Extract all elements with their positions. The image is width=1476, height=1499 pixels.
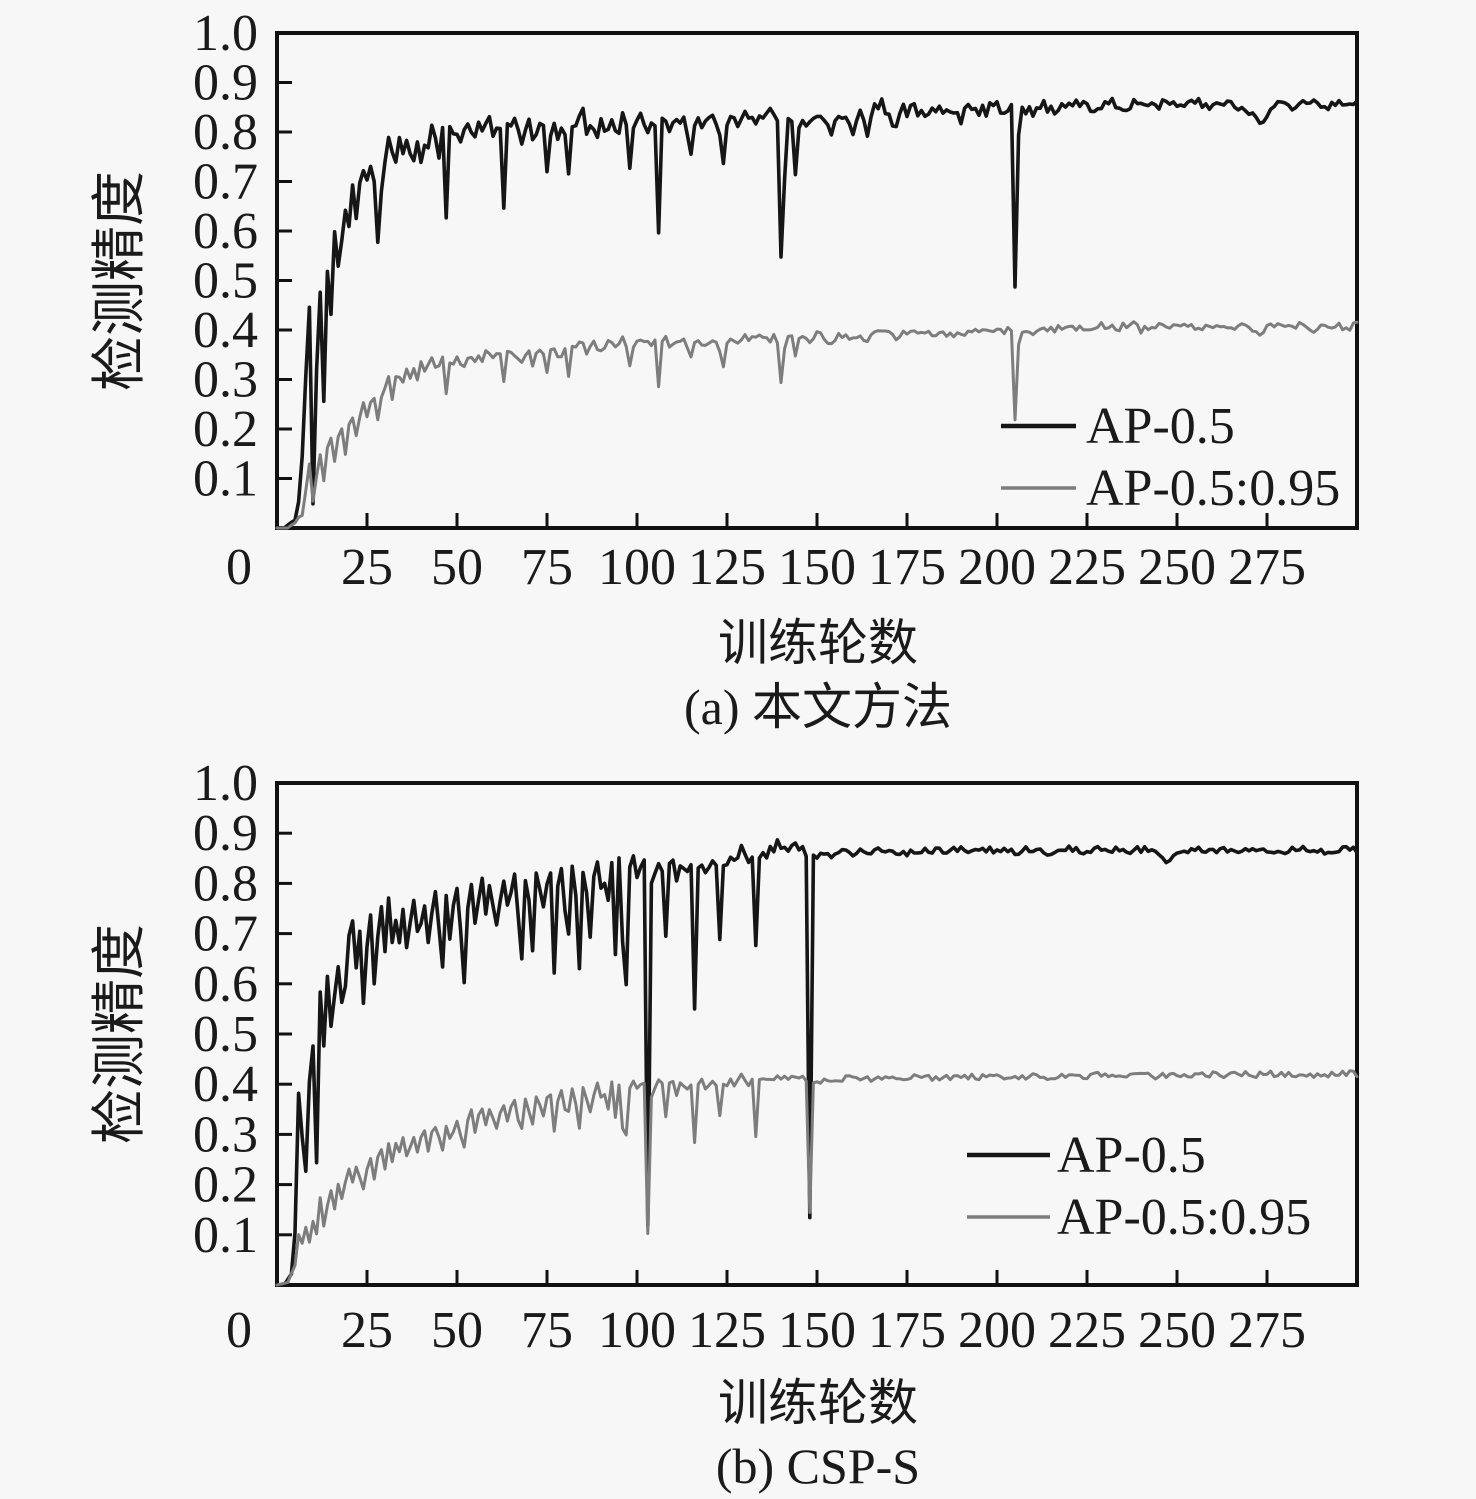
legend-label: AP-0.5 <box>1057 1127 1206 1184</box>
y-tick-label: 0.2 <box>193 1157 258 1214</box>
y-tick-label: 0.9 <box>193 55 258 112</box>
y-tick-label: 0.4 <box>193 1056 258 1113</box>
x-axis-title: 训练轮数 <box>718 1375 918 1431</box>
y-tick-label: 0.5 <box>193 1006 258 1063</box>
y-tick-label: 0.3 <box>193 352 258 409</box>
series-line-ap-0-5 <box>275 96 1359 530</box>
x-tick-label: 275 <box>1228 1302 1306 1359</box>
x-axis-title: 训练轮数 <box>718 615 918 671</box>
legend-label: AP-0.5:0.95 <box>1086 460 1340 517</box>
x-tick-label: 0 <box>226 1302 252 1359</box>
x-tick-label: 200 <box>958 1302 1036 1359</box>
y-tick-label: 0.7 <box>193 154 258 211</box>
x-tick-label: 200 <box>958 539 1036 596</box>
series-line-ap-0-5-0-95 <box>275 320 1359 530</box>
y-tick-label: 0.6 <box>193 956 258 1013</box>
y-tick-label: 0.8 <box>193 104 258 161</box>
y-tick-label: 0.5 <box>193 253 258 310</box>
x-tick-label: 75 <box>521 539 573 596</box>
y-tick-label: 0.2 <box>193 401 258 458</box>
x-tick-label: 250 <box>1138 1302 1216 1359</box>
series-line-ap-0-5 <box>275 837 1359 1287</box>
x-tick-label: 225 <box>1048 1302 1126 1359</box>
y-tick-label: 0.1 <box>193 1207 258 1264</box>
y-tick-label: 0.6 <box>193 203 258 260</box>
y-tick-label: 0.9 <box>193 805 258 862</box>
legend-label: AP-0.5 <box>1086 398 1235 455</box>
chart-caption: (b) CSP-S <box>716 1438 920 1494</box>
chart-caption: (a) 本文方法 <box>684 679 952 735</box>
x-tick-label: 100 <box>598 539 676 596</box>
x-tick-label: 225 <box>1048 539 1126 596</box>
x-tick-label: 150 <box>778 539 856 596</box>
x-tick-label: 50 <box>431 539 483 596</box>
y-tick-label: 0.7 <box>193 906 258 963</box>
x-tick-label: 250 <box>1138 539 1216 596</box>
y-tick-label: 0.4 <box>193 302 258 359</box>
y-tick-label: 1.0 <box>193 755 258 812</box>
x-tick-label: 125 <box>688 539 766 596</box>
x-tick-label: 25 <box>341 539 393 596</box>
y-tick-label: 1.0 <box>193 5 258 62</box>
x-tick-label: 50 <box>431 1302 483 1359</box>
y-tick-label: 0.3 <box>193 1106 258 1163</box>
y-axis-title: 检测精度 <box>89 171 150 391</box>
y-tick-label: 0.8 <box>193 855 258 912</box>
x-tick-label: 125 <box>688 1302 766 1359</box>
x-tick-label: 175 <box>868 1302 946 1359</box>
y-tick-label: 0.1 <box>193 451 258 508</box>
legend-label: AP-0.5:0.95 <box>1057 1189 1311 1246</box>
x-tick-label: 75 <box>521 1302 573 1359</box>
x-tick-label: 150 <box>778 1302 856 1359</box>
chart-b: 0 25 50 75 100 125 150 175 200 225 250 275 0.10.20.3… <box>89 755 1359 1494</box>
chart-a: 0 25 50 75 100 125 150 175 200 225 250 275 0.10.20.3… <box>89 5 1359 735</box>
series-line-ap-0-5-0-95 <box>275 1069 1359 1287</box>
x-tick-label: 0 <box>226 539 252 596</box>
x-tick-label: 175 <box>868 539 946 596</box>
y-axis-title: 检测精度 <box>89 924 150 1144</box>
x-tick-label: 275 <box>1228 539 1306 596</box>
x-tick-label: 100 <box>598 1302 676 1359</box>
x-tick-label: 25 <box>341 1302 393 1359</box>
